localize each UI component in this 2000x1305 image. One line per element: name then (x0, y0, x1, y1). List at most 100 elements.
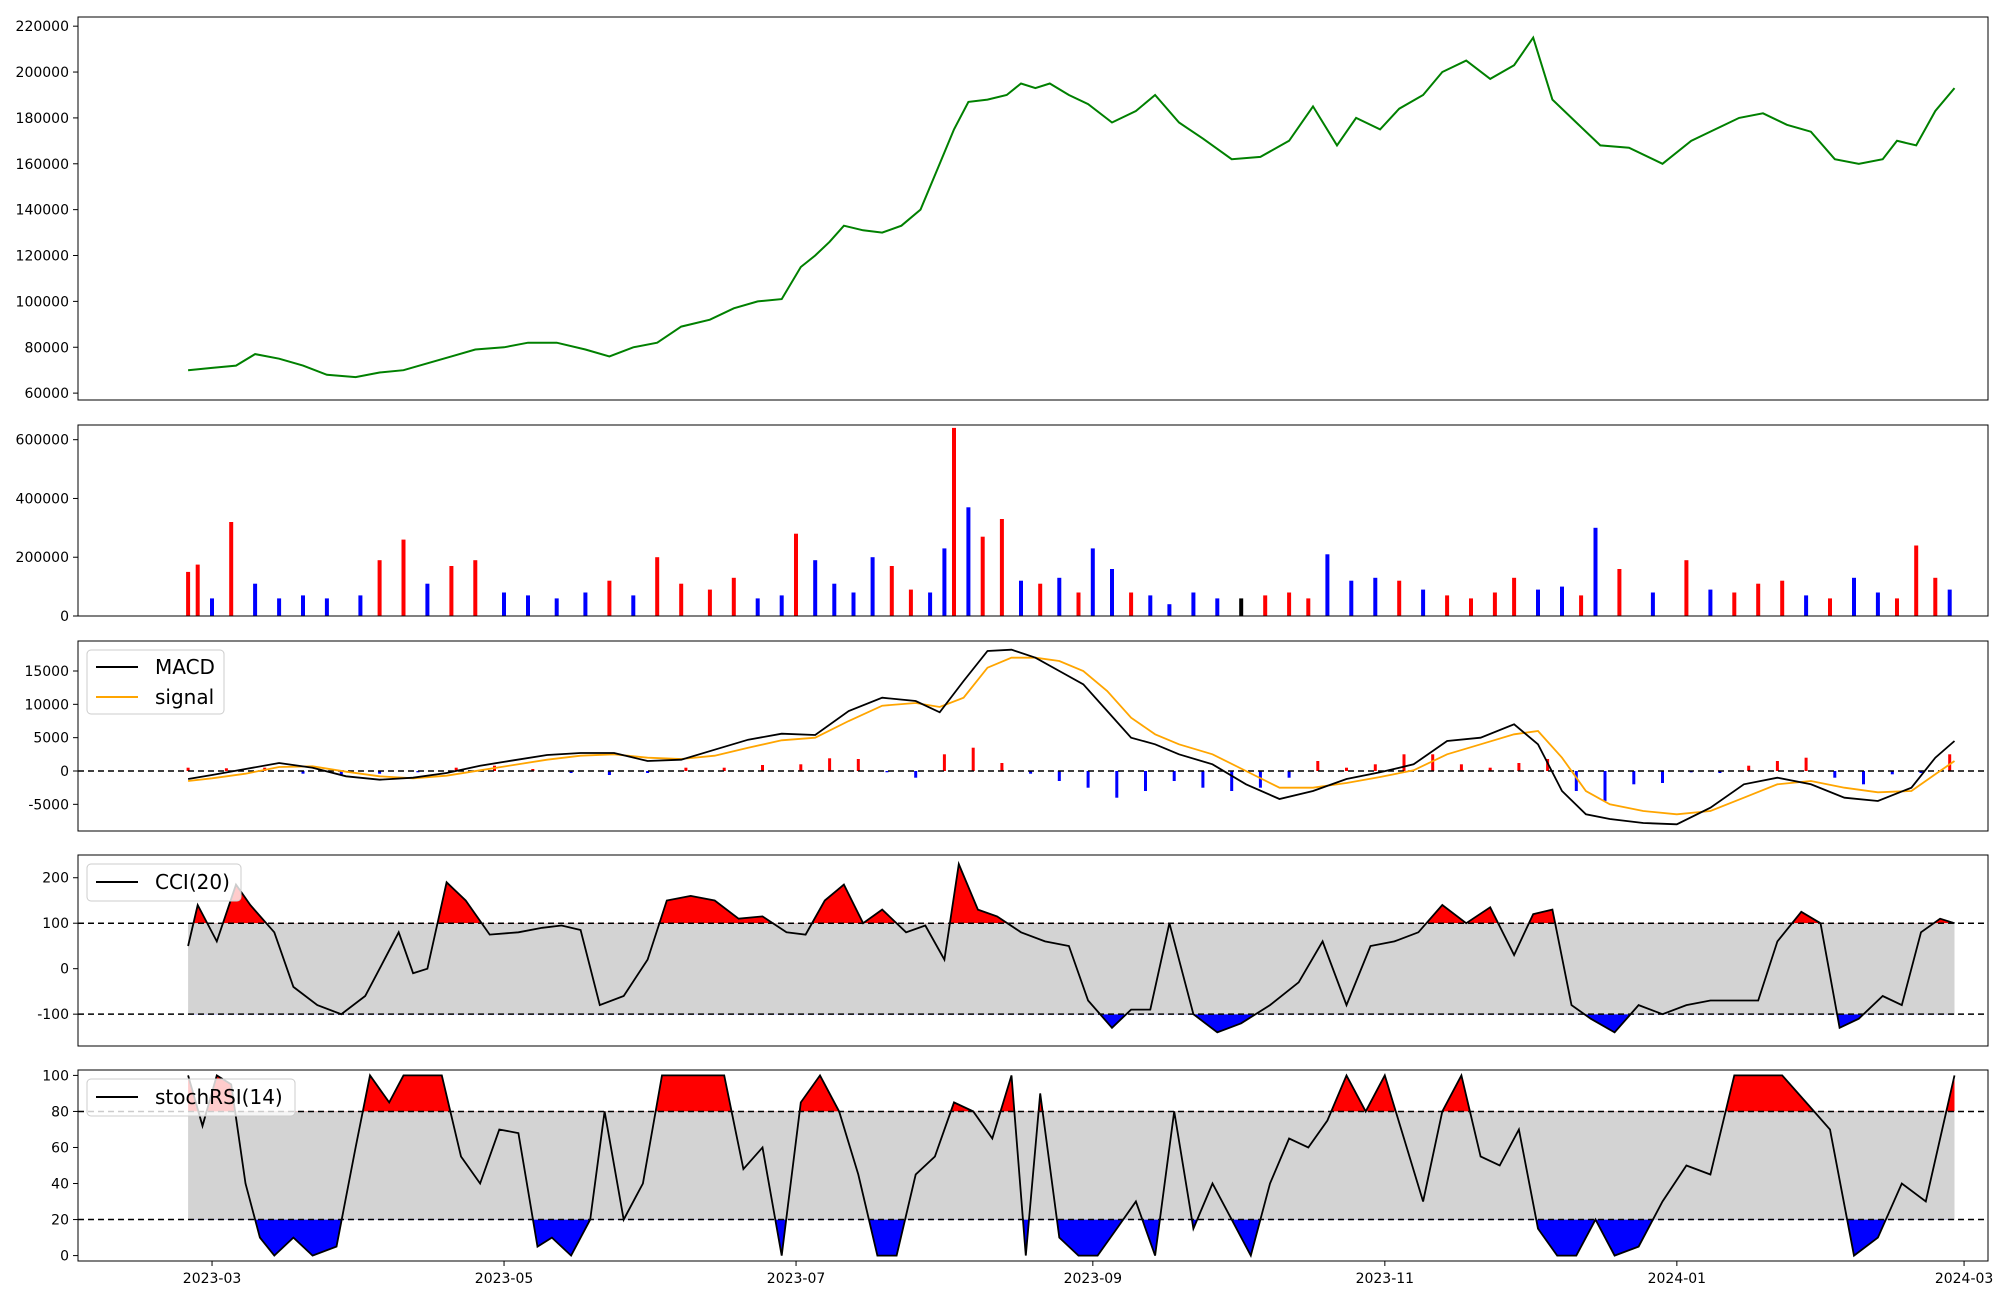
volume-bar (966, 507, 971, 616)
volume-bar (1947, 589, 1952, 616)
volume-bar (1076, 592, 1081, 616)
volume-bar (1895, 598, 1899, 616)
volume-y-tick-label: 400000 (16, 491, 69, 507)
volume-panel: 0 200000 400000 600000 (16, 424, 1989, 625)
macd-legend: MACD signal (86, 649, 225, 715)
volume-bar (870, 557, 875, 616)
macd-histogram-bar (828, 758, 832, 771)
volume-bar (1215, 598, 1220, 616)
macd-histogram-bar (1115, 771, 1119, 798)
macd-histogram-bar (1775, 761, 1779, 771)
volume-bar (1804, 595, 1809, 616)
macd-histogram-bar (1057, 771, 1061, 781)
macd-histogram-bar (1948, 754, 1952, 771)
volume-panel-frame (77, 424, 1989, 617)
volume-bar (277, 598, 282, 616)
volume-bar (942, 548, 947, 616)
cci-y-tick-label: -100 (37, 1007, 69, 1023)
volume-bar (679, 583, 684, 616)
price-y-tick-label: 160000 (16, 157, 69, 173)
volume-y-axis: 0 200000 400000 600000 (16, 433, 78, 625)
volume-bar (1445, 595, 1450, 616)
macd-histogram-bar (1661, 771, 1664, 783)
stochrsi-y-tick-label: 20 (51, 1213, 69, 1229)
macd-histogram-bar (722, 767, 726, 771)
volume-y-tick-label: 200000 (16, 550, 69, 566)
x-tick-label: 2023-11 (1356, 1271, 1415, 1287)
volume-bar (1617, 569, 1622, 616)
volume-bar (401, 539, 406, 616)
macd-histogram-bar (416, 771, 420, 773)
macd-histogram-bar (1201, 771, 1205, 788)
volume-bar (1650, 592, 1655, 616)
price-line (188, 35, 1956, 379)
x-axis: 2023-03 2023-05 2023-07 2023-09 2023-11 2024-… (183, 1261, 1994, 1287)
volume-bar (980, 536, 985, 616)
volume-bar (1421, 589, 1426, 616)
stochrsi-neutral-band (188, 1111, 1955, 1220)
volume-bar (1148, 595, 1153, 616)
macd-histogram-bar (1345, 767, 1348, 771)
price-y-tick-label: 80000 (24, 340, 69, 356)
macd-histogram-bar (1402, 754, 1406, 771)
signal-legend-label: signal (155, 685, 214, 709)
cci-legend: CCI(20) (86, 863, 242, 902)
macd-histogram-bar (1747, 765, 1751, 771)
volume-bar (473, 560, 478, 616)
macd-histogram-bar (1230, 771, 1234, 791)
macd-panel: MACD signal -5000 0 5000 10000 15000 (24, 640, 1989, 832)
stochrsi-legend: stochRSI(14) (86, 1078, 296, 1117)
macd-histogram-bar (569, 771, 573, 773)
volume-bar (554, 598, 559, 616)
macd-histogram-bar (339, 771, 343, 775)
volume-y-tick-label: 0 (60, 609, 69, 625)
volume-bar (707, 589, 712, 616)
volume-bar (1239, 598, 1244, 616)
cci-legend-box (86, 863, 242, 902)
volume-bar (1167, 604, 1172, 616)
stochrsi-legend-box (86, 1078, 296, 1117)
macd-y-tick-label: -5000 (28, 797, 69, 813)
stochrsi-panel: stochRSI(14) 0 20 40 60 80 100 (42, 1068, 1989, 1265)
volume-bar (425, 583, 430, 616)
volume-bar (583, 592, 588, 616)
volume-bar (999, 519, 1004, 616)
volume-bar (1780, 580, 1785, 616)
volume-bar (1732, 592, 1737, 616)
macd-histogram-bar (531, 769, 535, 771)
volume-bar (755, 598, 760, 616)
volume-bar (908, 589, 913, 616)
price-y-tick-label: 180000 (16, 111, 69, 127)
price-y-axis: 60000 80000 100000 120000 140000 160000 180000… (16, 19, 78, 402)
macd-histogram-bar (1431, 754, 1435, 771)
price-y-tick-label: 100000 (16, 294, 69, 310)
macd-legend-label: MACD (155, 655, 215, 679)
x-tick-label: 2023-07 (767, 1271, 826, 1287)
x-tick-label: 2023-05 (475, 1271, 534, 1287)
volume-bar (449, 566, 454, 616)
volume-bar (1397, 580, 1402, 616)
macd-histogram-bar (914, 771, 918, 778)
volume-bar (229, 522, 234, 616)
cci-neutral-band (188, 923, 1955, 1015)
price-y-tick-label: 120000 (16, 249, 69, 265)
macd-histogram-bar (378, 771, 382, 774)
volume-bar (210, 598, 214, 616)
volume-bar (928, 592, 933, 616)
macd-histogram-bar (1029, 771, 1033, 774)
x-tick-label: 2024-03 (1935, 1271, 1994, 1287)
stochrsi-y-tick-label: 40 (51, 1177, 69, 1193)
macd-histogram-bar (646, 771, 650, 773)
volume-bar (1469, 598, 1473, 616)
volume-bar (1306, 598, 1311, 616)
macd-histogram-bar (607, 771, 611, 775)
macd-histogram-bar (799, 764, 803, 771)
volume-bar (1038, 583, 1043, 616)
volume-bar (526, 595, 530, 616)
volume-bar (1512, 577, 1517, 616)
macd-histogram-bar (1718, 771, 1722, 773)
stochrsi-y-axis: 0 20 40 60 80 100 (42, 1068, 78, 1265)
volume-bar (1129, 592, 1134, 616)
macd-histogram-bar (1603, 771, 1607, 801)
